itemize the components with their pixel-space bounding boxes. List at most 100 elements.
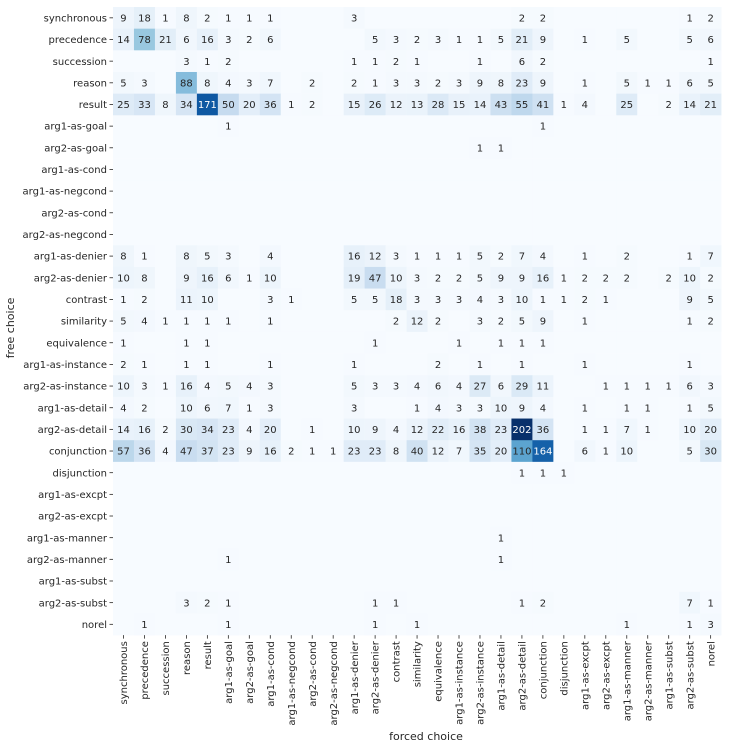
heatmap-cell bbox=[154, 570, 177, 593]
heatmap-cell bbox=[343, 526, 365, 549]
cell-value-label: 1 bbox=[225, 317, 231, 328]
heatmap-cell bbox=[343, 71, 365, 94]
heatmap-cell bbox=[133, 396, 156, 419]
heatmap-cell bbox=[511, 483, 533, 506]
cell-value-label: 6 bbox=[582, 447, 588, 458]
heatmap-cell bbox=[469, 115, 491, 138]
cell-value-label: 1 bbox=[582, 403, 588, 414]
heatmap-cell bbox=[343, 440, 365, 463]
heatmap-cell bbox=[553, 223, 575, 246]
heatmap-cell bbox=[679, 7, 701, 29]
cell-value-label: 27 bbox=[474, 382, 487, 393]
heatmap-cell bbox=[196, 50, 219, 73]
cell-value-label: 12 bbox=[390, 100, 403, 111]
heatmap-cell bbox=[238, 223, 261, 246]
heatmap-cell bbox=[679, 28, 701, 51]
cell-value-label: 3 bbox=[393, 252, 399, 263]
cell-value-label: 7 bbox=[267, 78, 273, 89]
heatmap-cell bbox=[532, 136, 554, 159]
heatmap-cell bbox=[217, 266, 240, 289]
heatmap-cell bbox=[574, 28, 596, 51]
heatmap-cell bbox=[637, 591, 659, 614]
cell-value-label: 3 bbox=[351, 403, 357, 414]
cell-value-label: 1 bbox=[456, 338, 462, 349]
heatmap-cell bbox=[679, 613, 701, 636]
heatmap-cell bbox=[301, 136, 323, 159]
y-tick-label: norel bbox=[82, 620, 107, 631]
heatmap-cell bbox=[679, 288, 701, 311]
heatmap-cell bbox=[448, 570, 470, 593]
heatmap-cell bbox=[280, 180, 303, 203]
cell-value-label: 16 bbox=[180, 382, 193, 393]
heatmap-cell bbox=[553, 440, 575, 463]
heatmap-cell bbox=[259, 440, 282, 463]
heatmap-cell bbox=[280, 461, 303, 484]
heatmap-cell bbox=[322, 461, 344, 484]
heatmap-cell bbox=[637, 375, 659, 398]
cell-value-label: 4 bbox=[246, 382, 252, 393]
cell-value-label: 3 bbox=[351, 13, 357, 24]
heatmap-cell bbox=[595, 331, 617, 354]
cell-value-label: 21 bbox=[159, 35, 172, 46]
heatmap-cell bbox=[113, 591, 135, 614]
heatmap-cell bbox=[637, 28, 659, 51]
heatmap-cell bbox=[301, 266, 323, 289]
x-tick-label: arg1-as-denier bbox=[350, 640, 361, 714]
heatmap-cell bbox=[322, 353, 344, 376]
cell-value-label: 40 bbox=[411, 447, 424, 458]
heatmap-cell bbox=[658, 570, 680, 593]
heatmap-cell bbox=[595, 353, 617, 376]
heatmap-cell bbox=[154, 483, 177, 506]
heatmap-cell bbox=[679, 591, 701, 614]
heatmap-cell bbox=[616, 570, 638, 593]
heatmap-cell bbox=[175, 331, 198, 354]
cell-value-label: 2 bbox=[666, 273, 672, 284]
heatmap-cell bbox=[532, 180, 554, 203]
cell-value-label: 3 bbox=[393, 35, 399, 46]
y-tick-label: arg1-as-cond bbox=[41, 165, 107, 176]
heatmap-cell bbox=[469, 418, 491, 441]
heatmap-cell bbox=[259, 461, 282, 484]
cell-value-label: 1 bbox=[519, 468, 525, 479]
cell-value-label: 10 bbox=[348, 425, 361, 436]
heatmap-cell bbox=[154, 353, 177, 376]
heatmap-cell bbox=[427, 396, 449, 419]
heatmap-cell bbox=[511, 548, 533, 571]
heatmap-cell bbox=[280, 28, 303, 51]
heatmap-cell bbox=[406, 50, 428, 73]
heatmap-cell bbox=[511, 201, 533, 224]
heatmap-cell bbox=[175, 526, 198, 549]
cell-value-label: 5 bbox=[225, 382, 231, 393]
heatmap-cell bbox=[133, 93, 156, 116]
heatmap-cell bbox=[217, 461, 240, 484]
cell-value-label: 8 bbox=[120, 252, 126, 263]
y-tick-label: synchronous bbox=[44, 13, 107, 24]
heatmap-cell bbox=[217, 613, 240, 636]
cell-value-label: 1 bbox=[204, 360, 210, 371]
heatmap-cell bbox=[280, 136, 303, 159]
heatmap-cell bbox=[700, 93, 722, 116]
cell-value-label: 1 bbox=[582, 425, 588, 436]
heatmap-cell bbox=[679, 115, 701, 138]
heatmap-cell bbox=[406, 310, 428, 333]
heatmap-cell bbox=[595, 180, 617, 203]
heatmap-cell bbox=[133, 288, 156, 311]
heatmap-cell bbox=[511, 570, 533, 593]
heatmap-cell bbox=[301, 158, 323, 181]
heatmap-cell bbox=[490, 418, 512, 441]
heatmap-cell bbox=[133, 136, 156, 159]
cell-value-label: 9 bbox=[519, 273, 525, 284]
heatmap-cell bbox=[553, 266, 575, 289]
heatmap-cell bbox=[469, 180, 491, 203]
heatmap-cell bbox=[406, 158, 428, 181]
cell-value-label: 2 bbox=[707, 13, 713, 24]
heatmap-cell bbox=[427, 245, 449, 268]
heatmap-cell bbox=[574, 440, 596, 463]
cell-value-label: 5 bbox=[498, 35, 504, 46]
heatmap-cell bbox=[658, 201, 680, 224]
heatmap-cell bbox=[700, 201, 722, 224]
heatmap-cell bbox=[427, 548, 449, 571]
heatmap-cell bbox=[616, 375, 638, 398]
heatmap-cell bbox=[595, 505, 617, 528]
cell-value-label: 9 bbox=[686, 295, 692, 306]
